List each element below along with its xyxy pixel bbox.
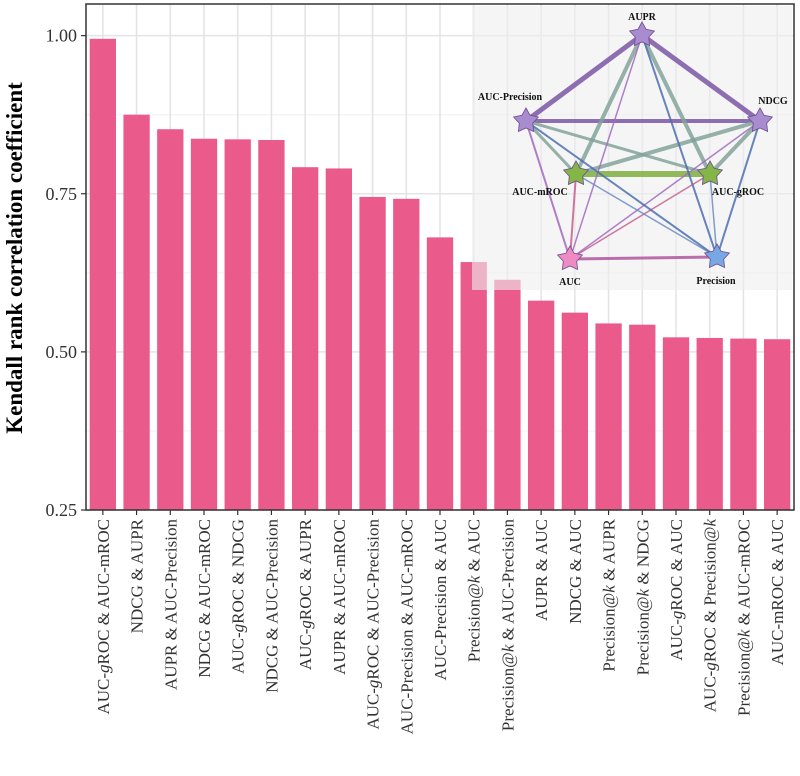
network-inset: AUPR NDCG AUC-Precision AUC-mROC AUC-gROC AUC… [472,6,792,290]
network-edge [569,173,711,260]
x-tick-label: Precision@k & AUPR [600,518,619,671]
network-edge [574,119,762,176]
bar [157,129,184,511]
network-node-label: Precision [696,276,736,287]
network-edge [709,173,718,258]
bar [561,312,589,510]
network-node-star [746,107,774,133]
bar [662,337,690,510]
bar [494,279,521,510]
bar [291,167,319,510]
network-edge [568,255,719,261]
network-edge [640,33,712,176]
bar [527,300,555,510]
bar [460,262,487,510]
inset-edges [523,32,763,261]
network-edge [523,32,645,124]
bar [730,338,757,510]
network-edge [524,119,578,176]
y-axis-ticks: 0.25 0.50 0.75 1.00 [46,26,86,520]
x-tick-label: NDCG & AUC-Precision [262,519,281,693]
x-tick-label: AUC-gROC & AUPR [296,518,315,670]
x-tick-label: Precision@k & AUC-Precision [498,519,517,732]
network-edge [639,32,763,124]
x-tick-label: AUC-gROC & AUC [667,519,686,661]
network-node-label: AUC-Precision [478,92,543,103]
network-node-star [628,21,656,47]
network-node-star [703,243,731,269]
bar [696,337,723,510]
network-node-star [696,160,724,186]
bar [190,138,218,510]
x-tick-label: AUC-mROC & AUC [768,519,787,665]
bar [224,139,251,511]
x-tick-label: AUC-gROC & AUC-Precision [364,519,383,730]
inset-background [472,6,792,290]
y-tick-label: 0.25 [46,500,78,520]
x-tick-label: AUC-Precision & AUC-mROC [397,519,416,734]
network-node-star [556,245,584,271]
x-axis-ticks: AUC-gROC & AUC-mROC NDCG & AUPR AUPR & AUC… [94,510,787,734]
x-tick-label: AUPR & AUC-Precision [161,519,180,690]
network-node-label: NDCG [758,96,788,107]
bar [426,237,454,510]
x-tick-label: NDCG & AUPR [128,518,147,633]
network-edge [641,34,718,258]
bar [258,139,285,511]
network-node-star [562,160,590,186]
bar [763,339,791,510]
bar [123,114,150,510]
network-edge [708,119,762,176]
bar [629,324,656,510]
x-tick-label: NDCG & AUC [566,519,585,624]
x-tick-label: AUC-gROC & NDCG [229,519,248,674]
network-edge [575,173,718,258]
y-tick-label: 0.50 [46,342,78,362]
bar [359,196,386,510]
bar [595,323,622,510]
x-tick-label: NDCG & AUC-mROC [195,519,214,678]
network-node-label: AUPR [628,12,657,23]
x-tick-label: Precision@k & NDCG [633,519,652,675]
bar [325,168,353,510]
x-tick-label: AUC-Precision & AUC [431,519,450,681]
network-node-star [512,107,540,133]
x-tick-label: AUC-gROC & Precision@k [701,519,720,713]
x-tick-label: Precision@k & AUC [465,519,484,662]
x-tick-label: Precision@k & AUC-mROC [734,519,753,716]
network-edge [525,120,718,258]
network-edge [569,173,577,260]
x-tick-label: AUC-gROC & AUC-mROC [94,519,113,715]
y-tick-label: 0.75 [46,184,78,204]
network-node-label: AUC-gROC [712,187,764,198]
network-edge [569,34,643,260]
network-node-label: AUC-mROC [512,187,568,198]
y-axis-title: Kendall rank correlation coefficient [2,82,27,434]
x-tick-label: AUPR & AUC [532,519,551,621]
network-edge [525,120,571,260]
network-edge [716,120,761,258]
network-edge [574,33,644,176]
network-edge [524,119,712,176]
network-node-label: AUC [559,277,581,288]
network-edge [569,120,761,260]
x-tick-label: AUPR & AUC-mROC [330,519,349,675]
bar [89,38,117,510]
bars [89,38,791,511]
y-tick-label: 1.00 [46,26,78,46]
inset-nodes: AUPR NDCG AUC-Precision AUC-mROC AUC-gROC AUC… [478,12,788,288]
bar [393,198,420,510]
